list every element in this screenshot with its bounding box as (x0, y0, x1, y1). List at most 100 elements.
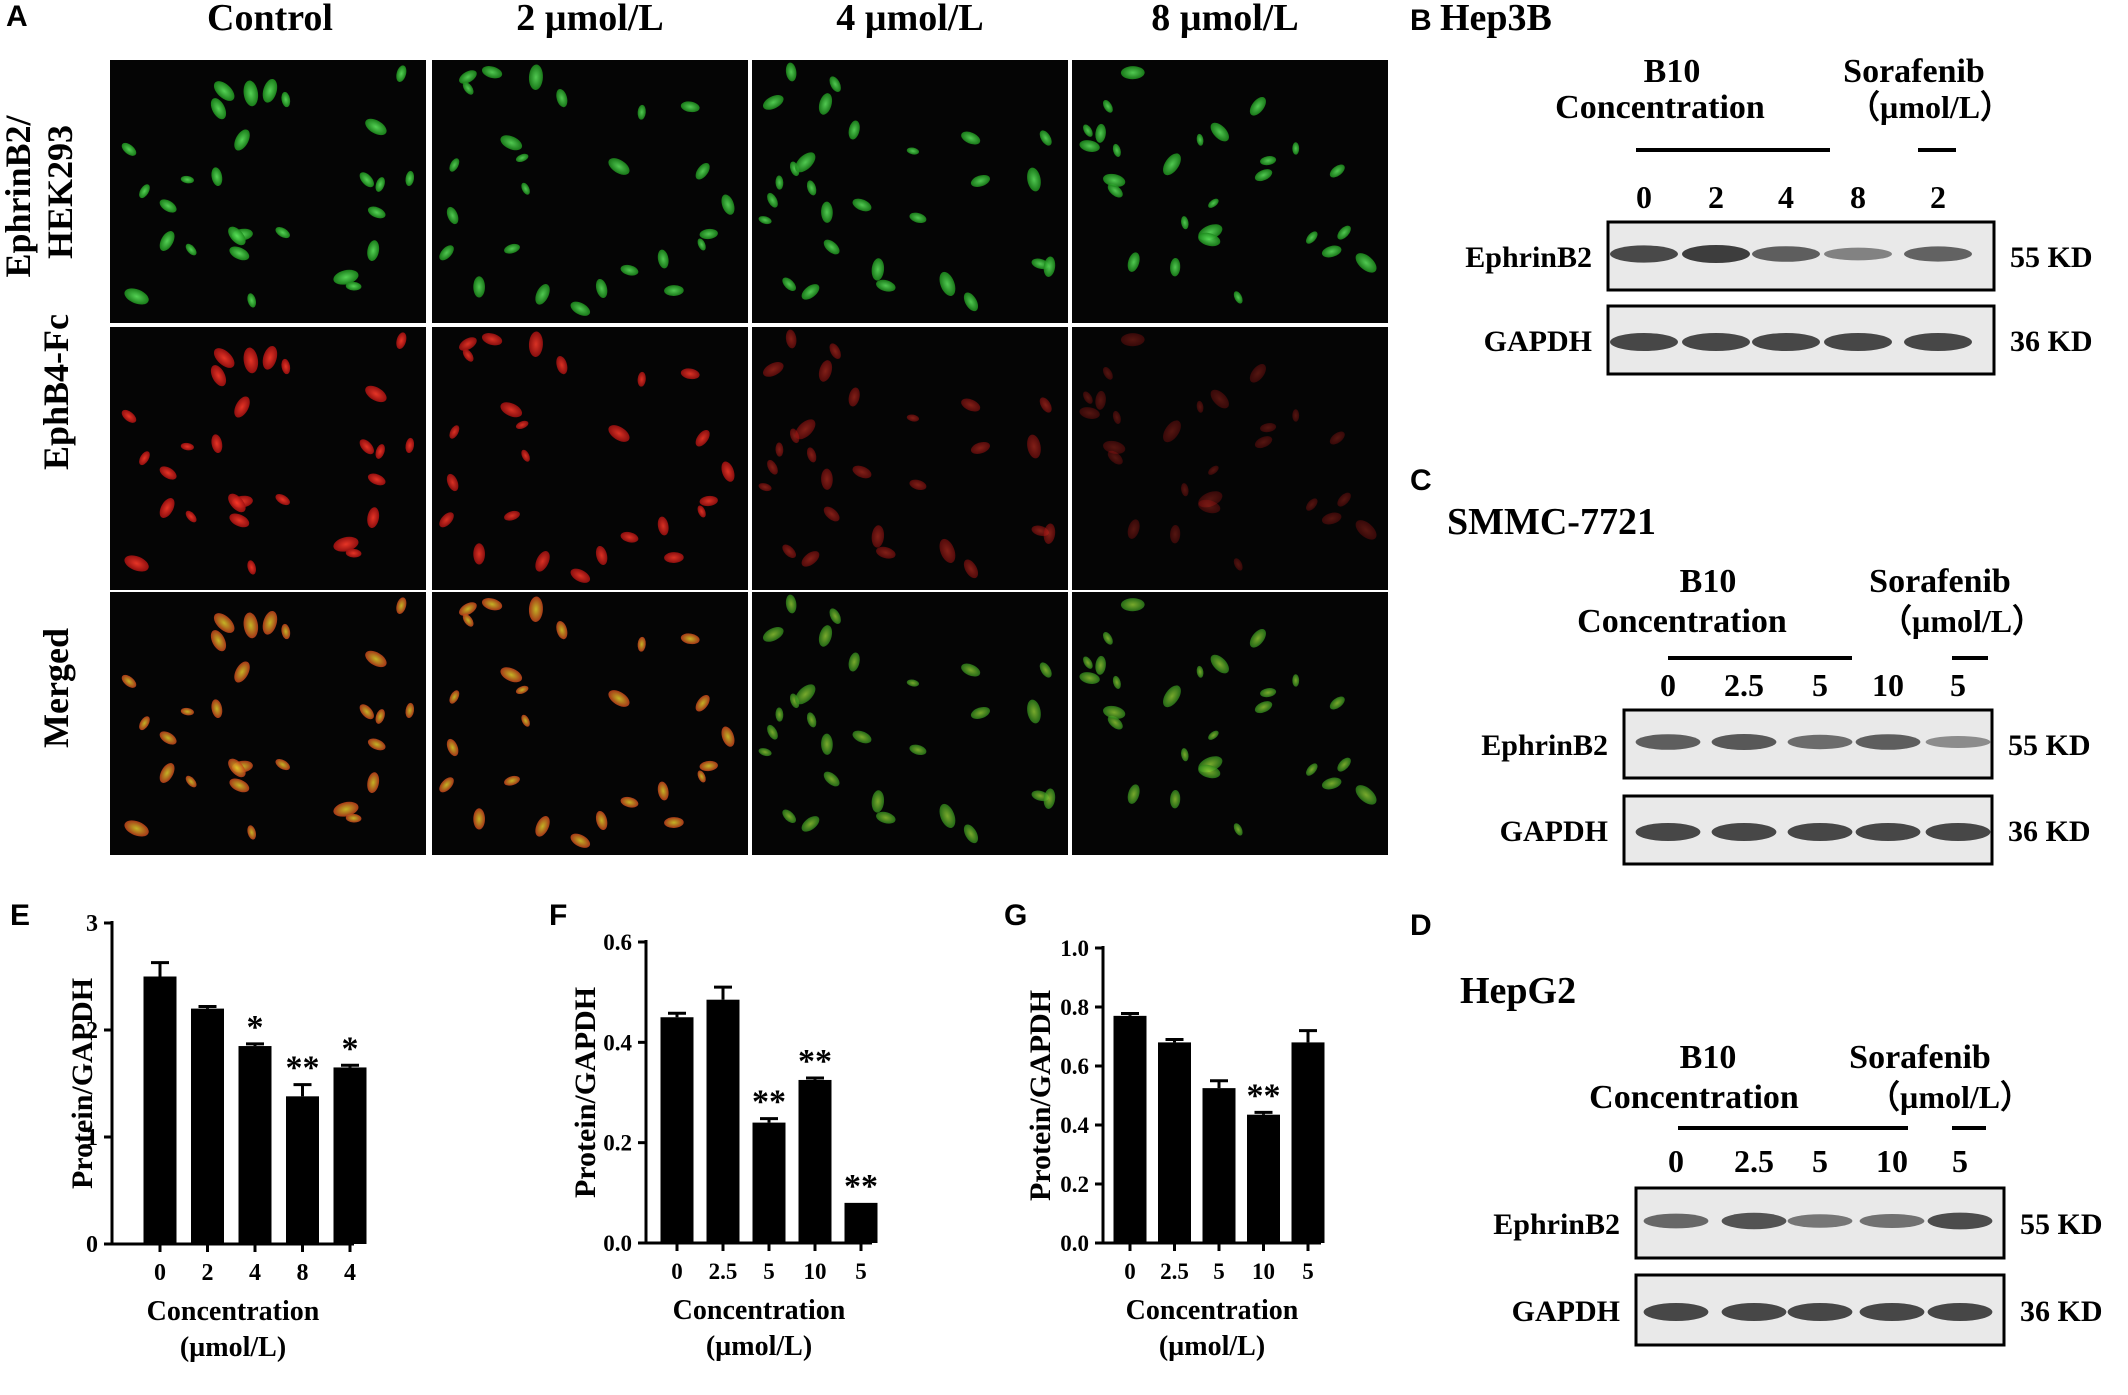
micrograph-green-col3 (752, 60, 1068, 323)
cell-line-title: Hep3B (1440, 0, 1552, 39)
significance-marker: ** (752, 1084, 786, 1121)
x-tick-label: 8 (297, 1260, 309, 1286)
panel-letter-e: E (10, 899, 30, 932)
protein-band (1635, 823, 1701, 841)
panel-d-western-blot: D HepG2 B10 Sorafenib Concentration （µmol/L） 0… (1410, 909, 2103, 1347)
bar (286, 1096, 319, 1244)
panel-letter-a: A (6, 0, 28, 33)
y-axis-label: Protein/GAPDH (66, 978, 99, 1189)
cell-cluster (1079, 333, 1377, 571)
concentration-label: Concentration (1589, 1079, 1799, 1116)
micrograph-merged-col4 (1072, 592, 1388, 855)
row-label-ephrinb2-line2: HEK293 (40, 125, 80, 259)
lane-label: 0 (1636, 179, 1652, 215)
micrograph-green-col2 (432, 60, 748, 323)
blot-size-label: 55 KD (2010, 241, 2093, 274)
y-tick-label: 1 (86, 1125, 98, 1151)
panel-letter-f: F (549, 899, 567, 932)
lane-label: 0 (1660, 667, 1676, 703)
lane-label: 2 (1930, 179, 1946, 215)
x-tick-label: 0 (154, 1260, 166, 1286)
micrograph-red-col4 (1072, 327, 1388, 590)
panel-a-column-headers: Control 2 µmol/L 4 µmol/L 8 µmol/L (207, 0, 1299, 39)
y-tick-label: 0.2 (603, 1131, 632, 1156)
micrograph-background (110, 592, 426, 855)
y-tick-label: 1.0 (1060, 936, 1089, 961)
row-label-ephb4-fc: EphB4-Fc (36, 314, 76, 470)
panel-f-bar-chart: F 0.0 0.2 0.4 0.6 0 2.5 ** 5 ** 10 ** 5 Concentration… (549, 899, 878, 1362)
blot-size-label: 36 KD (2008, 815, 2091, 848)
x-tick-label: 5 (1302, 1259, 1314, 1284)
bar (1158, 1042, 1191, 1243)
bar (238, 1046, 272, 1244)
panel-letter-d: D (1410, 909, 1432, 942)
lane-label: 2.5 (1734, 1143, 1774, 1179)
sorafenib-label: Sorafenib (1869, 563, 2011, 600)
protein-band (1711, 734, 1777, 750)
cell-line-title: SMMC-7721 (1447, 501, 1656, 543)
treatment-label-b10: B10 (1680, 563, 1737, 600)
unit-label: （µmol/L） (1848, 89, 2012, 125)
significance-marker: * (342, 1030, 359, 1067)
lane-label: 2.5 (1724, 667, 1764, 703)
protein-band (1721, 1303, 1787, 1321)
blot-protein-label: EphrinB2 (1493, 1208, 1620, 1241)
y-axis-label: Protein/GAPDH (1024, 990, 1057, 1201)
concentration-label: Concentration (1577, 603, 1787, 640)
y-tick-label: 0.0 (1060, 1231, 1089, 1256)
lane-label: 10 (1876, 1143, 1908, 1179)
protein-band (1904, 333, 1972, 351)
row-label-ephrinb2-line1: EphrinB2/ (0, 114, 38, 277)
concentration-label: Concentration (1555, 89, 1765, 126)
protein-band (1610, 333, 1678, 351)
cell-cluster (439, 596, 735, 848)
sorafenib-label: Sorafenib (1849, 1039, 1991, 1076)
cell-cluster (121, 65, 415, 308)
y-tick-label: 0.4 (1060, 1113, 1089, 1138)
micrograph-green-col4 (1072, 60, 1388, 323)
cell-cluster (439, 331, 735, 583)
cell-cluster (439, 64, 735, 316)
blot-protein-label: GAPDH (1500, 815, 1608, 848)
protein-band (1824, 333, 1892, 351)
panel-letter-b: B (1410, 4, 1432, 37)
protein-band (1787, 1303, 1853, 1321)
protein-band (1635, 734, 1701, 750)
cell-cluster (758, 594, 1056, 844)
sorafenib-label: Sorafenib (1843, 53, 1985, 90)
micrograph-green-col1 (110, 60, 426, 323)
protein-band (1824, 247, 1892, 261)
x-tick-label: 10 (1252, 1259, 1275, 1284)
unit-label: （µmol/L） (1868, 1079, 2032, 1115)
micrograph-red-col2 (432, 327, 748, 590)
protein-band (1859, 1214, 1925, 1228)
panel-letter-c: C (1410, 464, 1432, 497)
protein-band (1904, 246, 1972, 262)
panel-b-western-blot: B Hep3B B10 Sorafenib Concentration （µmol/L） 0… (1410, 0, 2093, 376)
protein-band (1752, 333, 1820, 351)
y-tick-label: 3 (86, 911, 98, 937)
unit-label: （µmol/L） (1880, 603, 2044, 639)
x-axis-unit: (µmol/L) (1159, 1331, 1265, 1362)
y-tick-label: 0.2 (1060, 1172, 1089, 1197)
cell-cluster (1079, 598, 1377, 836)
cell-line-title: HepG2 (1460, 970, 1576, 1012)
lane-label: 0 (1668, 1143, 1684, 1179)
micrograph-background (752, 327, 1068, 590)
cell-cluster (121, 332, 415, 575)
bar (333, 1067, 367, 1244)
protein-band (1925, 736, 1991, 748)
x-axis-unit: (µmol/L) (180, 1332, 286, 1363)
micrograph-background (752, 60, 1068, 323)
blot-size-label: 36 KD (2020, 1295, 2103, 1328)
x-axis-unit: (µmol/L) (706, 1331, 812, 1362)
micrograph-background (1072, 592, 1388, 855)
blot-protein-label: EphrinB2 (1481, 729, 1608, 762)
x-tick-label: 5 (763, 1259, 775, 1284)
x-tick-label: 2.5 (709, 1259, 738, 1284)
x-axis-label: Concentration (1126, 1295, 1299, 1326)
micrograph-background (110, 60, 426, 323)
protein-band (1711, 823, 1777, 841)
bar (1202, 1088, 1236, 1243)
column-header-8umol: 8 µmol/L (1151, 0, 1299, 39)
